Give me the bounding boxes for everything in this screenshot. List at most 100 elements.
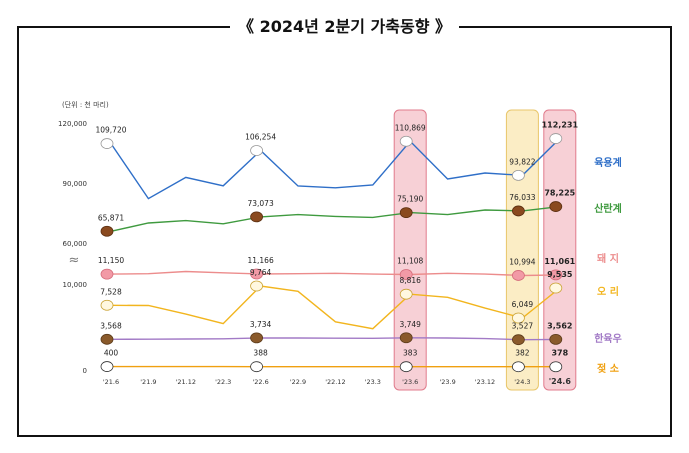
pig-icon bbox=[512, 270, 525, 281]
data-label-dairy: 382 bbox=[515, 349, 530, 358]
unit-label: (단위 : 천 마리) bbox=[62, 101, 109, 109]
dairy-icon bbox=[100, 361, 114, 372]
y-tick-label: 120,000 bbox=[58, 120, 87, 128]
legend-label-dairy: 젖 소 bbox=[597, 363, 619, 375]
dairy-icon bbox=[399, 361, 413, 373]
data-label-chicken: 106,254 bbox=[245, 132, 276, 141]
axis-break-symbol: ≈ bbox=[69, 253, 80, 268]
legend-badge-duck bbox=[588, 283, 628, 299]
x-tick-label: '23.12 bbox=[475, 378, 495, 386]
x-tick-label: '21.9 bbox=[140, 378, 156, 386]
data-label-dairy: 400 bbox=[104, 349, 119, 358]
data-label-layer: 75,190 bbox=[397, 195, 423, 204]
cattle-icon bbox=[250, 332, 264, 344]
data-label-pig: 11,108 bbox=[397, 256, 423, 265]
cattle-icon bbox=[100, 333, 114, 345]
data-label-dairy: 383 bbox=[403, 349, 418, 358]
chicken-icon bbox=[512, 169, 525, 181]
series-line-cattle bbox=[110, 337, 560, 341]
data-label-layer: 78,225 bbox=[544, 189, 575, 198]
data-label-duck: 8,816 bbox=[399, 276, 421, 285]
x-tick-label: '23.3 bbox=[365, 378, 381, 386]
data-label-cattle: 3,527 bbox=[512, 322, 534, 331]
layer-icon bbox=[512, 205, 525, 217]
x-tick-label: '23.6 bbox=[402, 378, 418, 386]
x-tick-label: '22.9 bbox=[290, 378, 306, 386]
highlight-column bbox=[543, 109, 577, 391]
chicken-icon bbox=[549, 133, 563, 144]
legend-label-chicken: 육용계 bbox=[594, 156, 622, 169]
data-label-cattle: 3,568 bbox=[100, 321, 122, 330]
x-tick-label: '23.9 bbox=[439, 378, 455, 386]
legend-label-duck: 오 리 bbox=[597, 285, 619, 298]
duck-icon bbox=[100, 299, 114, 311]
data-label-duck: 9,764 bbox=[250, 268, 272, 277]
x-tick-label: '22.12 bbox=[325, 378, 345, 386]
pig-icon bbox=[250, 268, 264, 280]
legend-label-layer: 산란계 bbox=[594, 202, 622, 215]
data-label-duck: 6,049 bbox=[512, 300, 534, 309]
x-tick-label: '24.6 bbox=[549, 377, 572, 386]
data-label-dairy: 388 bbox=[253, 349, 268, 358]
data-label-cattle: 3,734 bbox=[250, 320, 272, 329]
y-tick-label: 90,000 bbox=[63, 180, 88, 188]
data-label-chicken: 93,822 bbox=[509, 157, 535, 166]
legend-label-pig: 돼 지 bbox=[597, 252, 619, 265]
chicken-icon bbox=[250, 145, 264, 156]
pig-icon bbox=[549, 269, 563, 281]
dairy-icon bbox=[512, 361, 525, 373]
title-wrap: 《 2024년 2분기 가축동향 》 bbox=[0, 13, 689, 37]
data-label-chicken: 110,869 bbox=[395, 123, 426, 132]
x-tick-label: '24.3 bbox=[514, 378, 530, 386]
data-label-pig: 11,150 bbox=[98, 256, 124, 265]
data-label-pig: 11,061 bbox=[544, 257, 575, 266]
data-label-cattle: 3,562 bbox=[547, 321, 572, 330]
duck-icon bbox=[399, 288, 413, 300]
cattle-icon bbox=[549, 333, 563, 345]
legend-badge-chicken bbox=[588, 154, 628, 170]
data-label-duck: 7,528 bbox=[100, 287, 122, 296]
legend-badge-dairy bbox=[588, 360, 628, 376]
data-label-chicken: 112,231 bbox=[542, 121, 579, 130]
layer-icon bbox=[399, 207, 413, 219]
x-tick-label: '21.6 bbox=[103, 378, 119, 386]
legend-label-cattle: 한육우 bbox=[594, 333, 622, 345]
series-line-pig bbox=[110, 270, 560, 277]
chicken-icon bbox=[399, 135, 413, 147]
highlight-column bbox=[393, 109, 427, 391]
data-label-layer: 73,073 bbox=[247, 199, 273, 208]
series-line-layer bbox=[110, 205, 560, 232]
duck-icon bbox=[512, 312, 525, 324]
y-tick-label: 10,000 bbox=[63, 281, 88, 289]
data-label-chicken: 109,720 bbox=[95, 126, 126, 135]
legend-badge-layer bbox=[588, 200, 628, 216]
data-label-duck: 9,535 bbox=[547, 270, 573, 279]
layer-icon bbox=[100, 225, 114, 237]
duck-icon bbox=[250, 280, 264, 292]
data-label-layer: 65,871 bbox=[98, 213, 124, 222]
x-tick-label: '22.3 bbox=[215, 378, 231, 386]
series-line-duck bbox=[110, 285, 561, 330]
x-tick-label: '22.6 bbox=[252, 378, 268, 386]
chicken-icon bbox=[100, 138, 114, 149]
duck-icon bbox=[549, 282, 563, 294]
data-label-pig: 10,994 bbox=[509, 257, 535, 266]
pig-icon bbox=[100, 268, 114, 280]
legend-badge-cattle bbox=[588, 330, 628, 346]
dairy-icon bbox=[549, 361, 563, 373]
cattle-icon bbox=[512, 334, 525, 346]
legend-badge-pig bbox=[588, 250, 628, 266]
data-label-cattle: 3,749 bbox=[399, 320, 421, 329]
series-line-chicken bbox=[110, 138, 561, 200]
layer-icon bbox=[250, 211, 264, 223]
page-title: 《 2024년 2분기 가축동향 》 bbox=[230, 13, 459, 37]
pig-icon bbox=[399, 269, 413, 280]
data-label-dairy: 378 bbox=[551, 349, 568, 358]
data-label-pig: 11,166 bbox=[247, 256, 273, 265]
layer-icon bbox=[549, 201, 563, 212]
y-tick-label: 0 bbox=[83, 367, 87, 375]
data-label-layer: 76,033 bbox=[509, 193, 535, 202]
x-tick-label: '21.12 bbox=[176, 378, 196, 386]
dairy-icon bbox=[250, 361, 264, 373]
